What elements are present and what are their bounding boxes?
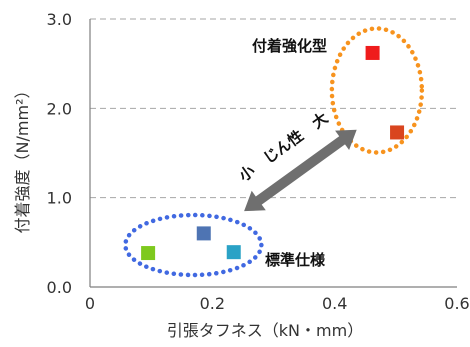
enhanced-group-label: 付着強化型 xyxy=(252,37,327,55)
y-tick-label-0: 0.0 xyxy=(47,278,72,297)
x-axis-label: 引張タフネス（kN・mm） xyxy=(167,321,363,340)
toughness-arrow-shape xyxy=(244,129,357,212)
x-tick-label-3: 0.6 xyxy=(444,294,469,313)
data-point-2 xyxy=(226,245,241,260)
x-tick-label-1: 0.2 xyxy=(200,294,225,313)
enhanced-group-ellipse xyxy=(329,26,425,155)
y-tick-label-2: 2.0 xyxy=(47,99,72,118)
x-tick-label-0: 0 xyxy=(85,294,95,313)
standard-group-ellipse xyxy=(123,212,264,278)
data-points xyxy=(141,45,405,261)
data-point-1 xyxy=(196,226,211,241)
toughness-arrow-label: 小 じん性 大 xyxy=(236,109,332,185)
y-axis-label: 付着強度（N/mm²） xyxy=(13,83,32,234)
gridlines xyxy=(90,18,457,199)
group-ellipses xyxy=(123,26,425,278)
axes xyxy=(89,19,457,288)
y-tick-label-3: 3.0 xyxy=(47,10,72,29)
data-point-0 xyxy=(141,246,156,261)
x-tick-label-2: 0.4 xyxy=(322,294,347,313)
data-point-3 xyxy=(365,45,380,60)
tick-labels: 0.0 1.0 2.0 3.0 0 0.2 0.4 0.6 xyxy=(47,10,470,313)
data-point-4 xyxy=(390,125,405,140)
standard-group-label: 標準仕様 xyxy=(265,251,326,269)
y-tick-label-1: 1.0 xyxy=(47,189,72,208)
